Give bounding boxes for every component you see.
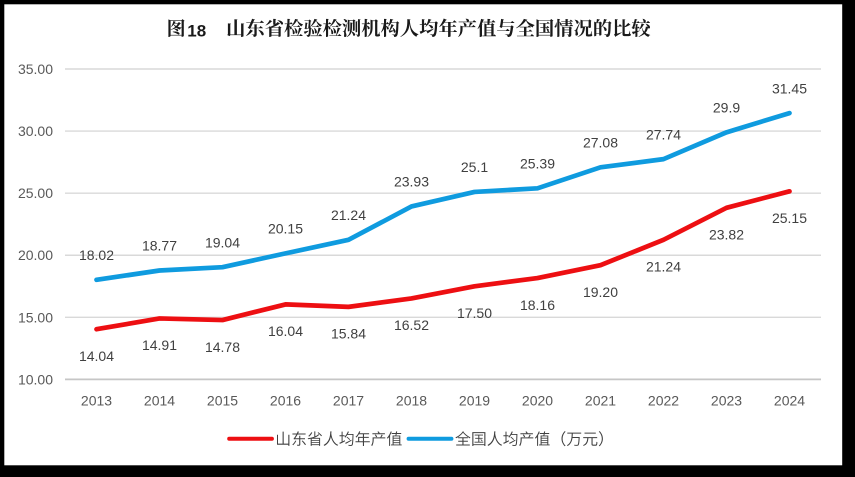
svg-text:31.45: 31.45 bbox=[772, 80, 807, 96]
svg-text:29.9: 29.9 bbox=[713, 100, 740, 116]
svg-text:2023: 2023 bbox=[711, 393, 742, 409]
svg-text:19.20: 19.20 bbox=[583, 284, 618, 300]
svg-text:18.77: 18.77 bbox=[142, 238, 177, 254]
svg-text:14.04: 14.04 bbox=[79, 348, 114, 364]
svg-text:2019: 2019 bbox=[459, 393, 490, 409]
svg-text:15.84: 15.84 bbox=[331, 326, 366, 342]
svg-text:21.24: 21.24 bbox=[646, 259, 681, 275]
svg-text:14.91: 14.91 bbox=[142, 337, 177, 353]
svg-text:30.00: 30.00 bbox=[18, 123, 53, 139]
svg-text:27.74: 27.74 bbox=[646, 126, 681, 142]
svg-text:19.04: 19.04 bbox=[205, 234, 240, 250]
svg-text:27.08: 27.08 bbox=[583, 135, 618, 151]
svg-text:20.00: 20.00 bbox=[18, 247, 53, 263]
svg-text:2021: 2021 bbox=[585, 393, 616, 409]
svg-text:14.78: 14.78 bbox=[205, 339, 240, 355]
svg-text:25.00: 25.00 bbox=[18, 185, 53, 201]
svg-text:2024: 2024 bbox=[774, 393, 805, 409]
svg-text:2018: 2018 bbox=[396, 393, 427, 409]
svg-text:21.24: 21.24 bbox=[331, 207, 366, 223]
svg-text:18.16: 18.16 bbox=[520, 297, 555, 313]
svg-text:18: 18 bbox=[187, 22, 206, 41]
svg-text:2017: 2017 bbox=[333, 393, 364, 409]
svg-text:18.02: 18.02 bbox=[79, 247, 114, 263]
svg-text:2022: 2022 bbox=[648, 393, 679, 409]
svg-text:25.15: 25.15 bbox=[772, 210, 807, 226]
svg-text:23.93: 23.93 bbox=[394, 174, 429, 190]
svg-text:25.39: 25.39 bbox=[520, 156, 555, 172]
svg-text:2014: 2014 bbox=[144, 393, 175, 409]
svg-text:16.04: 16.04 bbox=[268, 323, 303, 339]
svg-text:2013: 2013 bbox=[81, 393, 112, 409]
svg-text:16.52: 16.52 bbox=[394, 317, 429, 333]
svg-text:25.1: 25.1 bbox=[461, 159, 488, 175]
svg-text:2016: 2016 bbox=[270, 393, 301, 409]
svg-text:2015: 2015 bbox=[207, 393, 238, 409]
svg-text:2020: 2020 bbox=[522, 393, 553, 409]
svg-text:15.00: 15.00 bbox=[18, 309, 53, 325]
svg-text:10.00: 10.00 bbox=[18, 371, 53, 387]
svg-text:20.15: 20.15 bbox=[268, 221, 303, 237]
svg-text:35.00: 35.00 bbox=[18, 61, 53, 77]
svg-text:23.82: 23.82 bbox=[709, 227, 744, 243]
svg-text:17.50: 17.50 bbox=[457, 305, 492, 321]
